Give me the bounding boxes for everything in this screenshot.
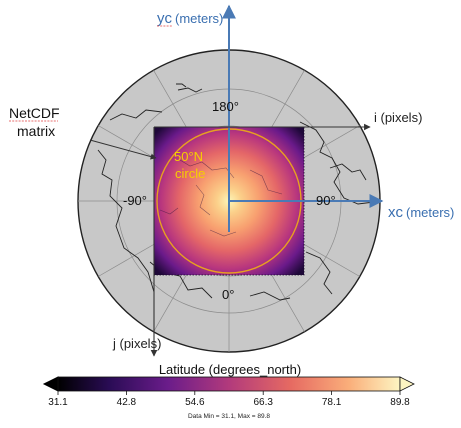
colorbar-tick-label: 66.3 [253, 397, 273, 408]
netcdf-label-line2: matrix [17, 123, 55, 139]
lon-label-top: 180° [212, 99, 239, 114]
lon-label-bottom: 0° [222, 287, 234, 302]
colorbar-tick-label: 78.1 [322, 397, 342, 408]
netcdf-pointer-arrow [89, 139, 157, 160]
xc-label: xc (meters) [388, 204, 454, 221]
lon-label-right: 90° [316, 193, 336, 208]
colorbar [57, 376, 401, 392]
data-range-note: Data Min = 31.1, Max = 89.8 [188, 413, 270, 420]
matrix-coastlines [159, 159, 283, 237]
colorbar-max-extend [399, 376, 415, 392]
circle-label-line2: circle [175, 166, 205, 181]
i-label: i (pixels) [374, 110, 422, 125]
netcdf-label-line1: NetCDF [9, 105, 60, 121]
j-label: j (pixels) [112, 336, 161, 351]
colorbar-tick-label: 89.8 [390, 397, 410, 408]
colorbar-ticks: 31.1 42.8 54.6 66.3 78.1 89.8 [48, 391, 410, 408]
colorbar-tick-label: 42.8 [117, 397, 137, 408]
colorbar-tick-label: 54.6 [185, 397, 205, 408]
lon-label-left: -90° [123, 193, 147, 208]
colorbar-min-extend [42, 376, 59, 392]
yc-label: yc (meters) [157, 10, 223, 27]
circle-label-line1: 50°N [174, 149, 203, 164]
colorbar-title: Latitude (degrees_north) [159, 362, 301, 377]
colorbar-tick-label: 31.1 [48, 397, 68, 408]
